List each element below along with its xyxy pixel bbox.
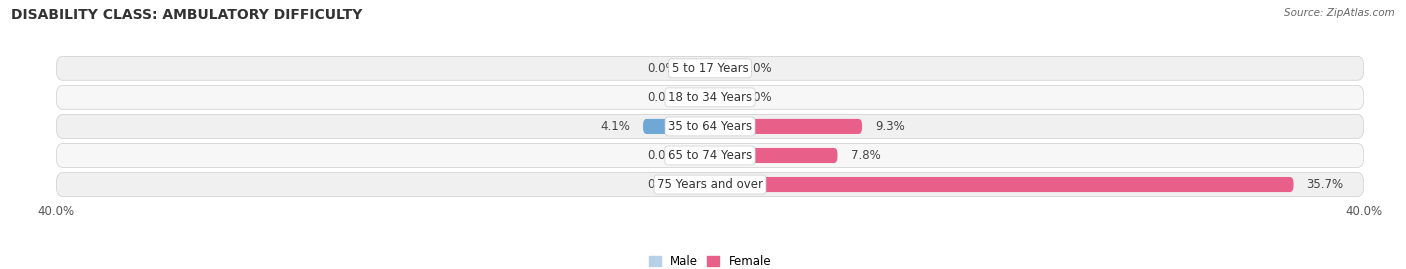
Text: 0.0%: 0.0%	[648, 62, 678, 75]
FancyBboxPatch shape	[686, 61, 710, 76]
Text: 35 to 64 Years: 35 to 64 Years	[668, 120, 752, 133]
FancyBboxPatch shape	[710, 61, 734, 76]
FancyBboxPatch shape	[56, 173, 1364, 196]
Text: 35.7%: 35.7%	[1306, 178, 1344, 191]
Text: Source: ZipAtlas.com: Source: ZipAtlas.com	[1284, 8, 1395, 18]
FancyBboxPatch shape	[710, 90, 734, 105]
Text: 7.8%: 7.8%	[851, 149, 880, 162]
FancyBboxPatch shape	[643, 119, 710, 134]
Text: 4.1%: 4.1%	[600, 120, 630, 133]
FancyBboxPatch shape	[56, 56, 1364, 80]
FancyBboxPatch shape	[56, 144, 1364, 167]
FancyBboxPatch shape	[710, 119, 862, 134]
Text: 5 to 17 Years: 5 to 17 Years	[672, 62, 748, 75]
Text: 18 to 34 Years: 18 to 34 Years	[668, 91, 752, 104]
Text: 9.3%: 9.3%	[875, 120, 905, 133]
FancyBboxPatch shape	[686, 148, 710, 163]
FancyBboxPatch shape	[710, 148, 838, 163]
Legend: Male, Female: Male, Female	[644, 251, 776, 269]
FancyBboxPatch shape	[686, 90, 710, 105]
Text: 0.0%: 0.0%	[648, 91, 678, 104]
Text: 0.0%: 0.0%	[742, 62, 772, 75]
FancyBboxPatch shape	[56, 115, 1364, 138]
FancyBboxPatch shape	[710, 177, 1294, 192]
Text: 0.0%: 0.0%	[648, 178, 678, 191]
Text: DISABILITY CLASS: AMBULATORY DIFFICULTY: DISABILITY CLASS: AMBULATORY DIFFICULTY	[11, 8, 363, 22]
Text: 0.0%: 0.0%	[648, 149, 678, 162]
FancyBboxPatch shape	[56, 86, 1364, 109]
FancyBboxPatch shape	[686, 177, 710, 192]
Text: 0.0%: 0.0%	[742, 91, 772, 104]
Text: 65 to 74 Years: 65 to 74 Years	[668, 149, 752, 162]
Text: 75 Years and over: 75 Years and over	[657, 178, 763, 191]
